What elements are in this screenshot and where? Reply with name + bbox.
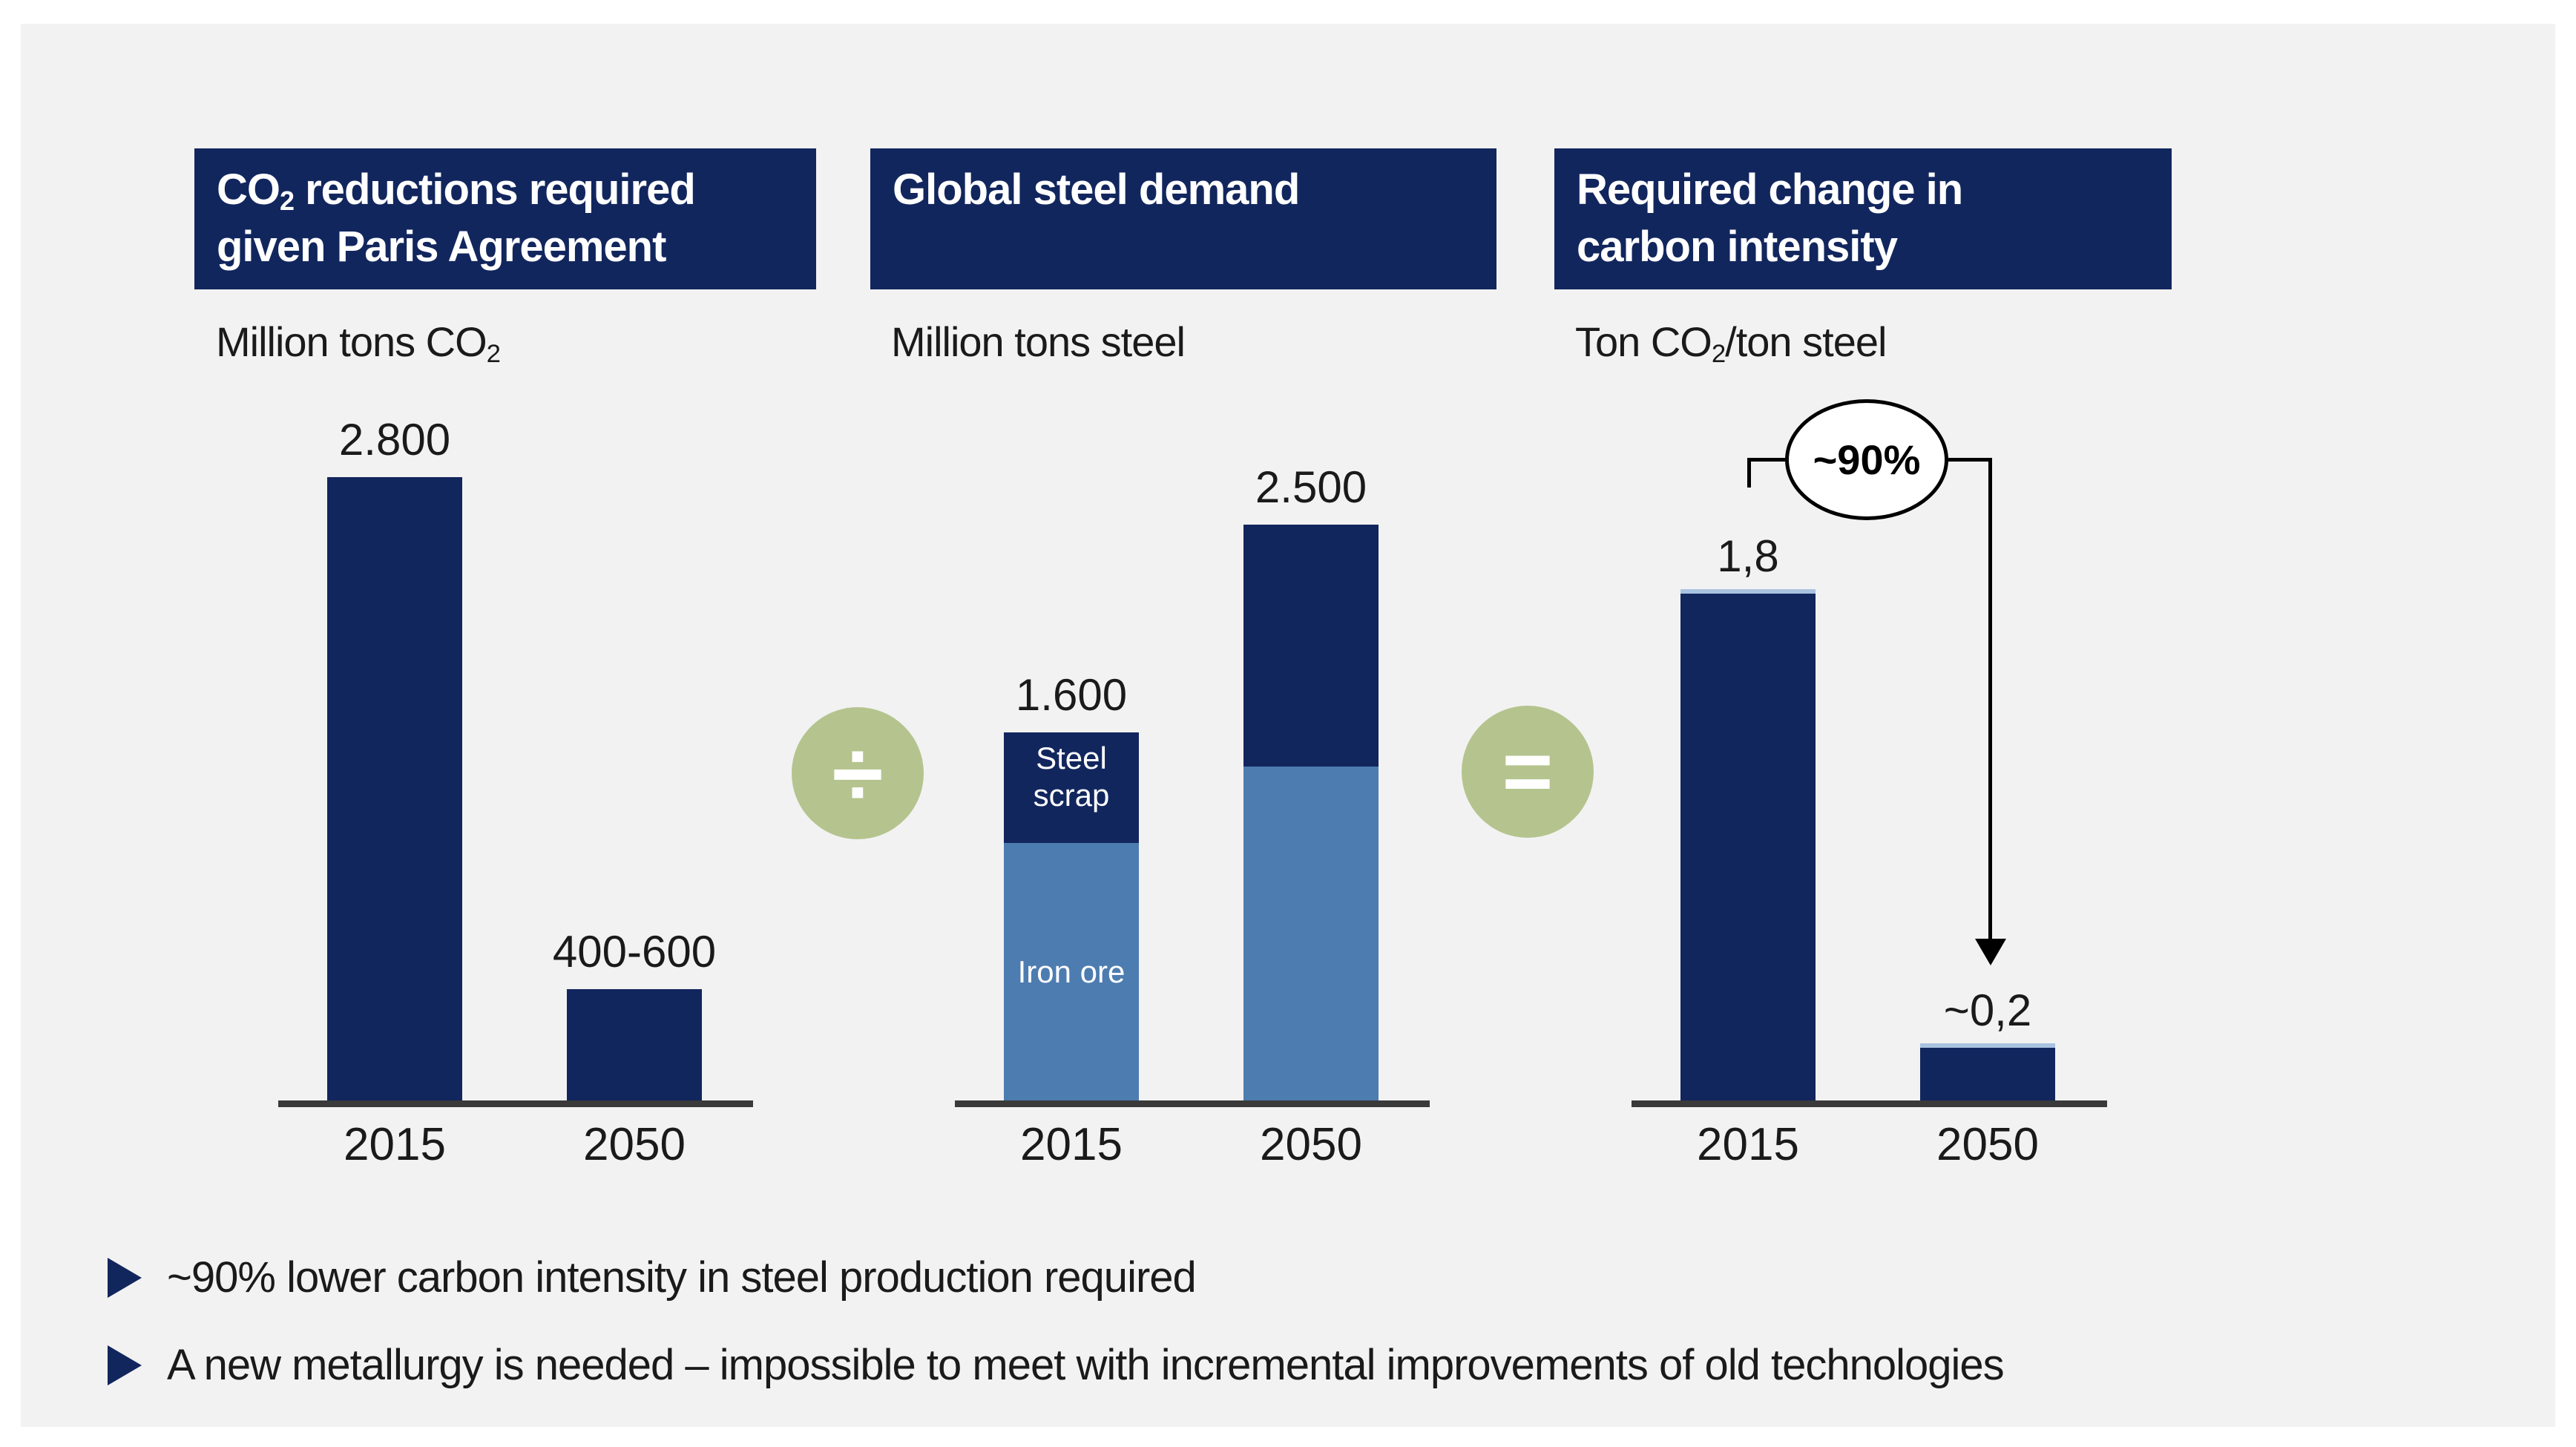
divide-operator-badge: ÷	[792, 707, 924, 839]
x-tick-2050: 2050	[1260, 1119, 1362, 1170]
bar-2050-co2: 400-600	[553, 927, 716, 1100]
reduction-annotation-badge: ~90%	[1785, 399, 1948, 520]
header-text: reductions required	[294, 165, 696, 214]
bullet-item: ~90% lower carbon intensity in steel pro…	[108, 1253, 1197, 1302]
segment-label: Iron ore	[1017, 954, 1126, 989]
subscript: 2	[280, 185, 295, 216]
divide-icon: ÷	[832, 721, 884, 826]
annotation-connector-line	[1948, 458, 1991, 462]
x-tick-2015: 2015	[1020, 1119, 1123, 1170]
unit-label-million-tons-co2: Million tons CO2	[216, 318, 501, 368]
header-text: CO	[217, 165, 280, 214]
subscript: 2	[486, 339, 501, 368]
bullet-text: A new metallurgy is needed – impossible …	[167, 1341, 2005, 1389]
bullet-triangle-icon	[108, 1257, 142, 1298]
annotation-label: ~90%	[1813, 436, 1921, 483]
unit-text: Million tons CO	[216, 318, 487, 365]
bar-value-label: 1,8	[1717, 531, 1779, 581]
header-global-steel-demand: Global steel demand	[870, 148, 1496, 289]
equals-icon: =	[1502, 723, 1554, 821]
annotation-connector-line	[1747, 458, 1751, 488]
x-tick-2015: 2015	[344, 1119, 446, 1170]
header-text: Global steel demand	[893, 165, 1300, 214]
x-tick-2050: 2050	[1936, 1119, 2039, 1170]
stacked-bar-2015-steel: 1.600 Steel scrap Iron ore	[1004, 670, 1139, 1100]
annotation-connector-line	[1747, 458, 1785, 462]
segment-iron-ore: Iron ore	[1004, 843, 1139, 1100]
bar-value-label: 2.800	[338, 415, 451, 465]
unit-text: Ton CO	[1575, 318, 1712, 365]
subscript: 2	[1711, 339, 1726, 368]
down-arrow-icon	[1975, 939, 2006, 965]
header-co2-reductions: CO2 reductions required given Paris Agre…	[194, 148, 816, 289]
annotation-arrow-line	[1988, 458, 1992, 940]
unit-text: /ton steel	[1725, 318, 1887, 365]
header-line2: given Paris Agreement	[217, 222, 666, 271]
stacked-bar-2050-steel: 2.500	[1243, 462, 1379, 1100]
x-tick-2050: 2050	[583, 1119, 686, 1170]
x-axis	[955, 1100, 1430, 1107]
x-axis	[278, 1100, 753, 1107]
bar-total-label: 1.600	[1015, 670, 1128, 720]
chart-global-steel-demand: 1.600 Steel scrap Iron ore 2.500 2015 20…	[955, 416, 1430, 1170]
header-line1: CO2 reductions required	[217, 162, 816, 219]
equals-operator-badge: =	[1462, 706, 1594, 838]
unit-text: Million tons steel	[891, 318, 1186, 365]
segment-iron-ore	[1243, 767, 1379, 1100]
bar-value-label: 400-600	[552, 927, 717, 977]
bar-2050-intensity: ~0,2	[1920, 985, 2055, 1100]
bar-total-label: 2.500	[1255, 462, 1367, 512]
header-carbon-intensity: Required change in carbon intensity	[1554, 148, 2172, 289]
bullet-triangle-icon	[108, 1345, 142, 1385]
header-line1: Required change in	[1577, 165, 1963, 214]
bullet-item: A new metallurgy is needed – impossible …	[108, 1340, 2005, 1390]
header-line2: carbon intensity	[1577, 222, 1898, 271]
bar-2015-co2: 2.800	[327, 415, 462, 1100]
x-tick-2015: 2015	[1697, 1119, 1799, 1170]
segment-steel-scrap	[1243, 525, 1379, 767]
bullet-text: ~90% lower carbon intensity in steel pro…	[167, 1253, 1197, 1302]
segment-steel-scrap: Steel scrap	[1004, 732, 1139, 843]
x-axis	[1632, 1100, 2107, 1107]
unit-label-ton-co2-per-ton-steel: Ton CO2/ton steel	[1575, 318, 1887, 368]
unit-label-million-tons-steel: Million tons steel	[891, 318, 1186, 366]
chart-co2-reductions: 2.800 400-600 2015 2050	[278, 415, 753, 1170]
bar-value-label: ~0,2	[1943, 985, 2032, 1035]
bar-2015-intensity: 1,8	[1680, 531, 1816, 1100]
chart-carbon-intensity: 1,8 ~0,2 2015 2050	[1632, 416, 2107, 1170]
header-line1: Global steel demand	[893, 162, 1496, 219]
